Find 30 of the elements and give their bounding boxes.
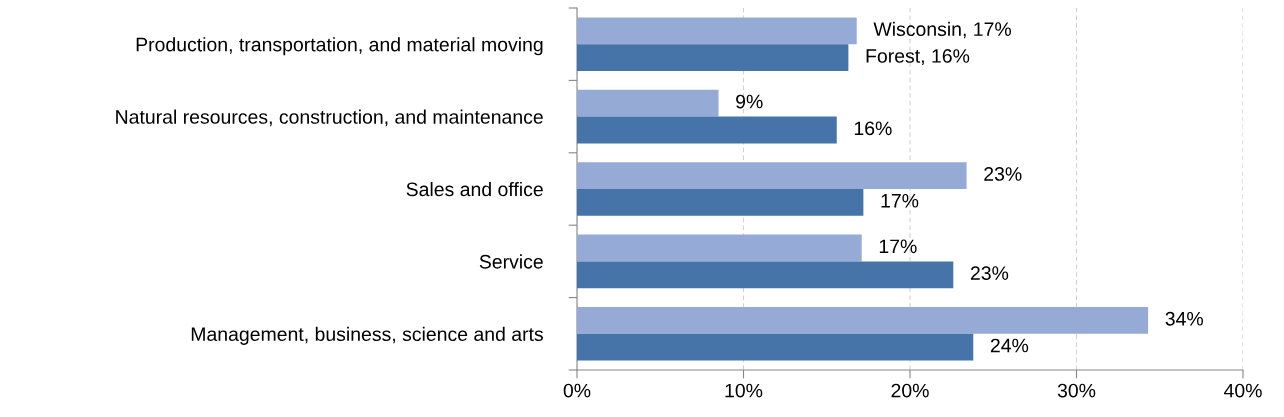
data-label: 9%: [736, 94, 763, 109]
x-tick-label: 0%: [563, 383, 591, 398]
bar: [577, 307, 1149, 334]
y-tick-label: Management, business, science and arts: [191, 326, 543, 345]
bar: [577, 333, 974, 361]
y-tick-label: Service: [479, 254, 543, 269]
x-tick-label: 10%: [725, 383, 763, 398]
x-tick-label: 30%: [1057, 383, 1096, 398]
data-label: 23%: [984, 167, 1022, 181]
bar: [577, 189, 864, 216]
bar: [577, 17, 857, 45]
bar: [577, 261, 954, 289]
data-label: 17%: [879, 239, 917, 254]
y-tick-label: Sales and office: [406, 181, 543, 197]
x-tick-label: 20%: [891, 383, 929, 398]
bar: [577, 89, 719, 117]
bar: [577, 116, 837, 144]
x-tick-label: 40%: [1223, 383, 1262, 398]
data-label: Forest, 16%: [866, 49, 970, 66]
bar: [577, 44, 849, 71]
data-label: 17%: [881, 193, 919, 208]
y-tick-label: Production, transportation, and material moving: [136, 37, 543, 56]
y-tick-label: Natural resources, construction, and maintenance: [116, 109, 543, 127]
data-label: Wisconsin, 17%: [873, 21, 1012, 39]
data-label: 23%: [970, 266, 1009, 281]
data-label: 34%: [1165, 311, 1203, 326]
bar: [577, 162, 967, 189]
data-label: 24%: [990, 338, 1029, 353]
bar: [577, 234, 862, 262]
data-label: 16%: [854, 121, 892, 136]
